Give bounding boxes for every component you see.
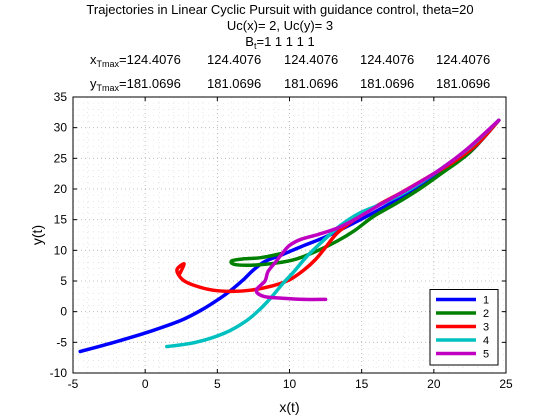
series-line-2 — [229, 118, 501, 267]
x-axis-label: x(t) — [279, 399, 299, 415]
bt-label: B — [245, 34, 254, 49]
legend-label-3: 3 — [483, 322, 489, 334]
bt-subscript: t — [253, 41, 257, 51]
legend-label-5: 5 — [483, 349, 489, 361]
series-group — [78, 118, 501, 354]
ytmax-value-4: 181.0696 — [360, 76, 415, 91]
xtmax-label: x — [90, 52, 97, 67]
legend: 12 34 5 — [429, 289, 499, 366]
xtmax-value-1: =124.4076 — [119, 52, 181, 67]
x-tick-label: 15 — [355, 377, 369, 391]
legend-label-4: 4 — [483, 335, 489, 347]
series-line-3 — [175, 118, 501, 294]
ytmax-first: yTmax=181.0696 — [90, 76, 181, 93]
ytmax-value-5: 181.0696 — [436, 76, 491, 91]
ytmax-label: y — [90, 76, 97, 91]
legend-label-1: 1 — [483, 295, 489, 307]
chart-title-line-1: Trajectories in Linear Cyclic Pursuit wi… — [86, 2, 474, 17]
y-tick-label: 15 — [54, 213, 68, 227]
y-tick-label: 5 — [60, 274, 67, 288]
ytmax-value-3: 181.0696 — [284, 76, 339, 91]
xtmax-subscript: Tmax — [96, 59, 120, 69]
x-tick-label: 25 — [499, 377, 513, 391]
y-tick-label: 0 — [60, 305, 67, 319]
xtmax-first: xTmax=124.4076 — [90, 52, 181, 69]
y-tick-label: 25 — [54, 151, 68, 165]
xtmax-value-2: 124.4076 — [207, 52, 262, 67]
x-tick-label: -5 — [68, 377, 79, 391]
bt-values: =1 1 1 1 1 — [256, 34, 315, 49]
y-tick-label: 35 — [54, 90, 68, 104]
y-tick-label: -10 — [50, 366, 68, 380]
y-axis-label: y(t) — [29, 225, 45, 245]
x-tick-label: 20 — [427, 377, 441, 391]
xtmax-value-5: 124.4076 — [436, 52, 491, 67]
bt-line: Bt=1 1 1 1 1 — [0, 34, 560, 51]
x-tick-label: 5 — [214, 377, 221, 391]
y-tick-label: 30 — [54, 121, 68, 135]
xtmax-value-3: 124.4076 — [284, 52, 339, 67]
series-line-5 — [254, 118, 501, 302]
x-tick-label: 0 — [142, 377, 149, 391]
xtmax-value-4: 124.4076 — [360, 52, 415, 67]
y-tick-label: 20 — [54, 182, 68, 196]
legend-label-2: 2 — [483, 308, 489, 320]
y-tick-label: -5 — [56, 335, 67, 349]
ytmax-subscript: Tmax — [96, 83, 120, 93]
ytmax-value-1: =181.0696 — [119, 76, 181, 91]
series-line-1 — [78, 118, 501, 354]
ytmax-value-2: 181.0696 — [207, 76, 262, 91]
y-tick-label: 10 — [54, 243, 68, 257]
x-tick-label: 10 — [283, 377, 297, 391]
chart-title-line-2: Uc(x)= 2, Uc(y)= 3 — [226, 18, 334, 33]
